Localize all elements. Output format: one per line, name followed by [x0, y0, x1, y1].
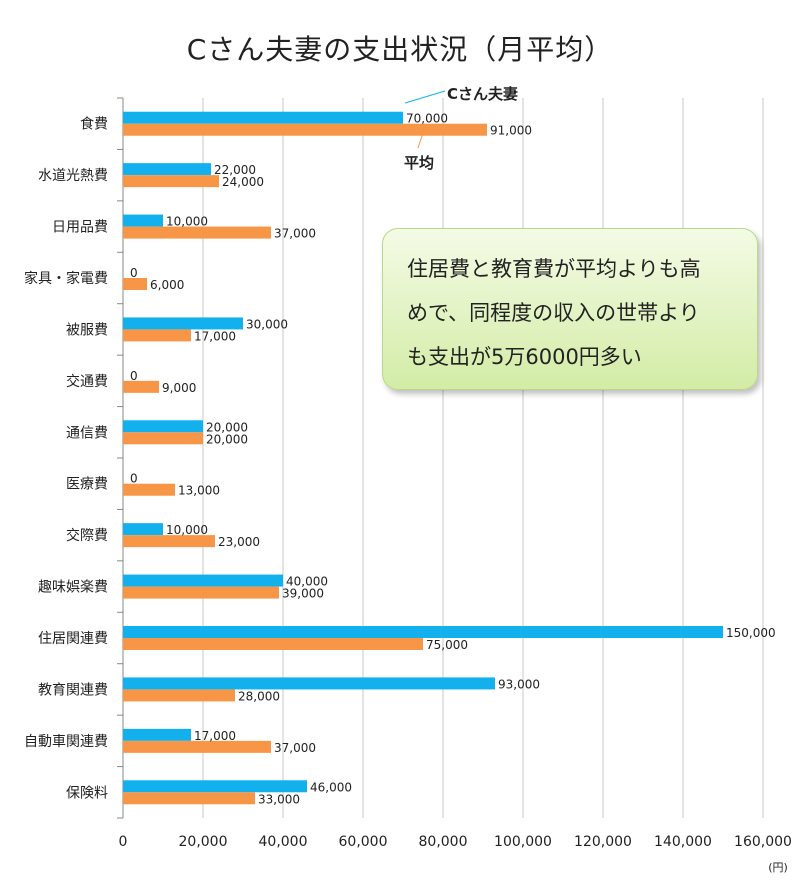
category-label: 被服費 [66, 322, 108, 338]
x-axis-unit: (円) [768, 861, 788, 874]
bar [123, 432, 203, 445]
data-label: 13,000 [178, 484, 220, 498]
data-label: 75,000 [426, 638, 468, 652]
data-label: 20,000 [206, 420, 248, 434]
bar [123, 420, 203, 433]
data-label: 46,000 [310, 780, 352, 794]
callout-line-2: めで、同程度の収入の世帯より [407, 301, 700, 325]
data-label: 9,000 [162, 381, 196, 395]
bar [123, 689, 235, 702]
data-label: 17,000 [194, 329, 236, 343]
category-label: 水道光熱費 [38, 168, 108, 184]
data-label: 22,000 [214, 163, 256, 177]
category-label: 交通費 [66, 373, 108, 390]
data-label: 37,000 [274, 227, 316, 241]
bar [123, 626, 723, 638]
gridlines [117, 97, 764, 819]
bar [123, 317, 243, 330]
bar [123, 638, 423, 650]
chart-title: Cさん夫妻の支出状況（月平均） [186, 33, 614, 66]
legend-leader-line [417, 123, 427, 149]
category-label: 医療費 [66, 476, 108, 493]
data-label: 33,000 [258, 792, 300, 806]
legend-label: Cさん夫妻 [447, 85, 518, 103]
data-label: 40,000 [286, 575, 328, 589]
bar [123, 214, 163, 227]
data-label: 0 [130, 266, 138, 280]
x-tick-label: 120,000 [574, 834, 632, 850]
data-label: 10,000 [166, 215, 208, 229]
bar [123, 740, 271, 753]
legend-label: 平均 [404, 154, 434, 172]
data-label: 24,000 [222, 175, 264, 189]
data-label: 0 [130, 472, 138, 486]
category-label: 保険料 [66, 785, 108, 801]
x-tick-label: 160,000 [734, 834, 792, 850]
bar [123, 780, 307, 793]
callout-line-1: 住居費と教育費が平均よりも高 [407, 257, 701, 281]
annotation-callout: 住居費と教育費が平均よりも高 めで、同程度の収入の世帯より も支出が5万6000… [382, 228, 758, 390]
x-tick-label: 80,000 [419, 834, 468, 850]
bar [123, 226, 271, 239]
category-label: 住居関連費 [38, 631, 108, 647]
x-tick-label: 140,000 [654, 834, 712, 850]
data-label: 70,000 [406, 112, 448, 126]
data-label: 20,000 [206, 432, 248, 446]
bars [123, 111, 723, 805]
x-tick-label: 40,000 [259, 834, 308, 850]
legend-leader-line [404, 90, 446, 104]
bar [123, 535, 215, 548]
x-tick-label: 20,000 [179, 834, 228, 850]
bar [123, 329, 191, 342]
category-label: 教育関連費 [38, 682, 108, 698]
bar [123, 111, 403, 124]
labels: 0 20,000 40,000 60,000 80,000 100,000 120,000 1… [24, 112, 792, 874]
bar [123, 677, 495, 690]
data-label: 39,000 [282, 587, 324, 601]
category-label: 家具・家電費 [24, 270, 108, 287]
bar [123, 523, 163, 536]
bar [123, 792, 255, 805]
bar [123, 483, 175, 496]
x-tick-label: 100,000 [494, 834, 552, 850]
x-tick-label: 60,000 [339, 834, 388, 850]
bar [123, 380, 159, 393]
data-label: 150,000 [726, 626, 776, 640]
x-tick-label: 0 [119, 834, 128, 850]
data-label: 10,000 [166, 523, 208, 537]
data-label: 17,000 [194, 729, 236, 743]
data-label: 6,000 [150, 278, 184, 292]
category-label: 自動車関連費 [24, 733, 108, 750]
category-label: 趣味娯楽費 [38, 580, 108, 596]
category-label: 食費 [80, 116, 108, 133]
data-label: 28,000 [238, 689, 280, 703]
bar [123, 163, 211, 176]
data-label: 91,000 [490, 124, 532, 138]
data-label: 0 [130, 369, 138, 383]
category-label: 通信費 [66, 425, 108, 441]
category-label: 日用品費 [52, 220, 108, 236]
bar [123, 278, 147, 290]
category-label: 交際費 [66, 527, 108, 544]
bar [123, 586, 279, 599]
bar [123, 728, 191, 741]
data-label: 37,000 [274, 741, 316, 755]
callout-line-3: も支出が5万6000円多い [407, 345, 642, 369]
bar [123, 175, 219, 188]
data-label: 23,000 [218, 535, 260, 549]
data-label: 93,000 [498, 677, 540, 691]
bar [123, 123, 487, 136]
bar [123, 574, 283, 587]
data-label: 30,000 [246, 317, 288, 331]
